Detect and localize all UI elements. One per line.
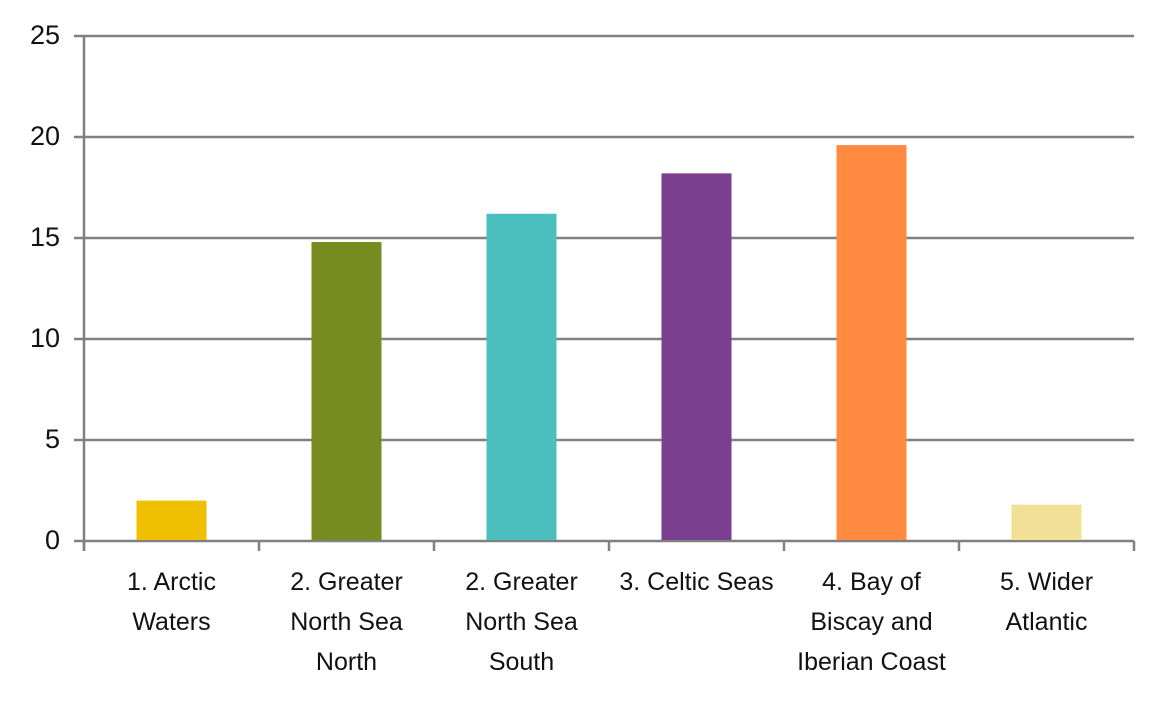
bar <box>311 242 382 541</box>
y-tick-label: 25 <box>29 20 60 50</box>
x-category-label: 3. Celtic Seas <box>619 568 774 596</box>
y-tick-label: 20 <box>29 121 60 151</box>
y-tick-label: 15 <box>29 222 60 252</box>
x-category-label: 2. Greater North Sea North <box>290 568 403 676</box>
x-category-label: 1. Arctic Waters <box>127 568 216 636</box>
bar <box>136 500 207 540</box>
x-category-label: 5. Wider Atlantic <box>999 568 1094 636</box>
x-category-label: 4. Bay of Biscay and Iberian Coast <box>797 568 946 676</box>
bar <box>486 213 557 540</box>
bar <box>1011 504 1082 540</box>
y-tick-label: 10 <box>29 323 60 353</box>
y-tick-label: 5 <box>44 424 60 454</box>
bar <box>836 145 907 540</box>
x-category-label: 2. Greater North Sea South <box>465 568 578 676</box>
y-tick-label: 0 <box>44 525 60 555</box>
bar <box>661 173 732 541</box>
